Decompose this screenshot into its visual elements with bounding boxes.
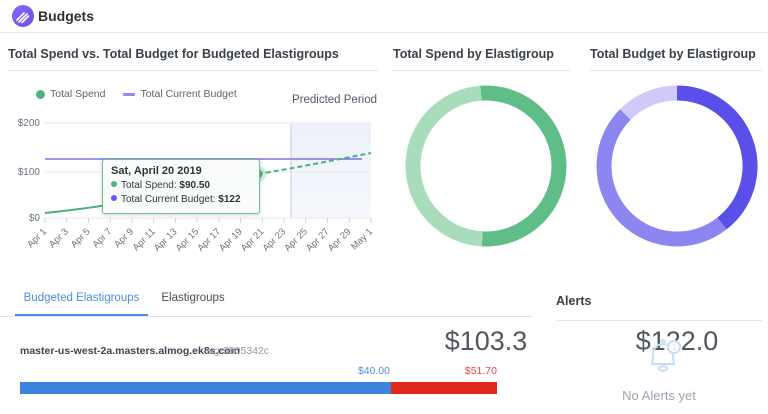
svg-text:Apr 17: Apr 17 [195,226,223,254]
legend-item-total-current-budget[interactable]: Total Current Budget [123,88,237,100]
legend-label: Total Current Budget [140,88,237,100]
svg-text:Apr 5: Apr 5 [69,226,93,250]
svg-text:Apr 3: Apr 3 [47,226,71,250]
svg-text:Apr 27: Apr 27 [304,226,332,254]
no-alerts-text: No Alerts yet [622,388,696,403]
active-tab-underline [15,314,148,316]
svg-text:$0: $0 [29,213,41,224]
svg-text:$100: $100 [18,167,41,178]
bullet-icon [111,181,117,187]
svg-text:Apr 15: Apr 15 [174,226,202,254]
app-header: Budgets [0,0,768,33]
svg-text:$200: $200 [18,118,41,129]
chart-legend: Total Spend Total Current Budget [36,88,237,100]
svg-text:Apr 13: Apr 13 [152,226,180,254]
spotinst-logo-icon[interactable] [12,5,34,27]
chart-tooltip: Sat, April 20 2019 Total Spend: $90.50 T… [102,159,260,214]
svg-text:Apr 19: Apr 19 [217,226,245,254]
svg-text:Apr 23: Apr 23 [261,226,289,254]
total-budget-donut-chart[interactable]: $122.0 [592,81,762,356]
spend-line-predicted [257,152,372,175]
elastigroup-sig-id: sig-5505342c [206,345,270,357]
tooltip-row-budget: Total Current Budget: $122 [111,193,251,207]
budget-donut-title: Total Budget by Elastigroup [590,47,756,61]
svg-text:May 1: May 1 [349,226,375,252]
svg-text:Apr 11: Apr 11 [131,226,158,253]
spend-donut-title: Total Spend by Elastigroup [393,47,554,61]
overspend-bar-segment [391,382,497,394]
bell-icon: 1 [651,338,681,372]
svg-text:Apr 7: Apr 7 [90,226,114,250]
tab-budgeted-elastigroups[interactable]: Budgeted Elastigroups [23,292,140,304]
svg-text:Apr 1: Apr 1 [25,226,49,250]
svg-text:1: 1 [672,343,677,352]
budget-donut-title-divider [590,70,762,71]
budget-dash-icon [123,92,136,96]
total-spend-dot-icon [36,89,45,99]
tooltip-row-spend: Total Spend: $90.50 [111,179,251,193]
budget-amount-label: $40.00 [357,365,390,377]
budget-bar-segment [20,382,391,394]
alerts-title-divider [556,320,762,321]
alerts-title: Alerts [556,294,592,308]
svg-text:Apr 25: Apr 25 [282,226,310,254]
svg-text:Apr 21: Apr 21 [239,226,267,254]
legend-label: Total Spend [50,88,106,100]
spend-donut-title-divider [393,70,570,71]
elastigroup-name[interactable]: master-us-west-2a.masters.almog.ek8s.com [20,345,241,357]
legend-item-total-spend[interactable]: Total Spend [36,88,105,100]
y-axis-labels: $200 $100 $0 [18,118,41,224]
tooltip-date: Sat, April 20 2019 [111,165,202,177]
bullet-icon [111,195,117,201]
tab-elastigroups[interactable]: Elastigroups [161,292,225,304]
page-title: Budgets [38,8,94,24]
predicted-period-band [291,123,371,218]
spend-chart-title-divider [8,70,378,71]
spend-amount-label: $51.70 [464,365,497,377]
tabs-divider [0,316,533,317]
total-spend-donut-chart[interactable]: $103.3 [401,81,571,356]
spend-chart-title: Total Spend vs. Total Budget for Budgete… [8,47,339,61]
predicted-period-label: Predicted Period [291,94,377,106]
svg-text:Apr 29: Apr 29 [326,226,354,254]
